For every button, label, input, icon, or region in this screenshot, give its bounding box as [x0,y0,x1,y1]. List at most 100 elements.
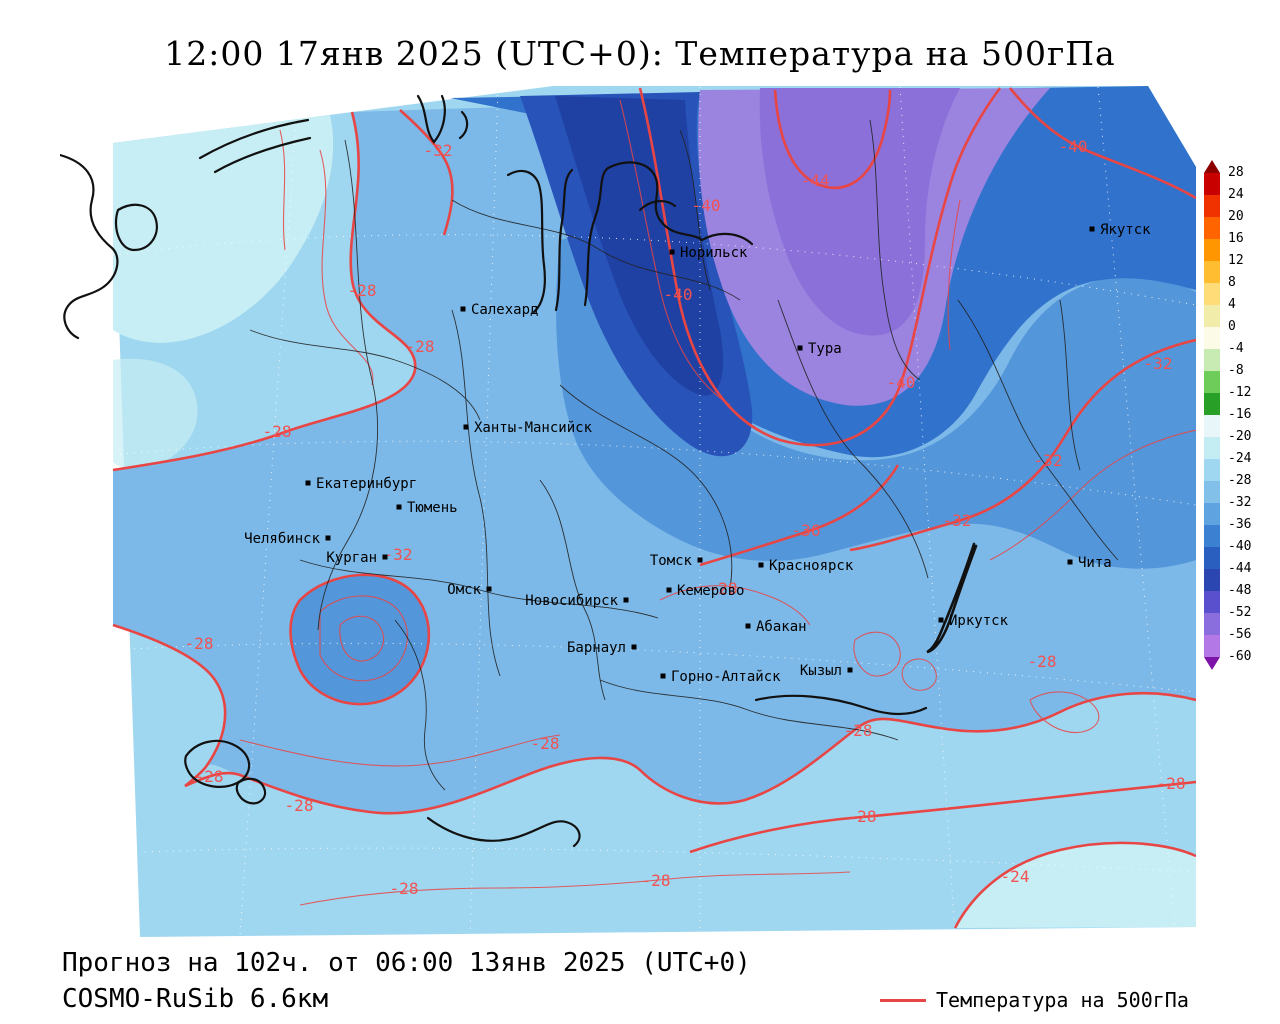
page-title: 12:00 17янв 2025 (UTC+0): Температура на… [164,34,1116,73]
forecast-info: Прогноз на 102ч. от 06:00 13янв 2025 (UT… [62,948,751,978]
contour-value-label: -28 [1028,652,1057,671]
colorbar-cell [1204,261,1220,283]
colorbar-value-label: -48 [1228,583,1252,598]
city-label: Салехард [471,302,538,318]
city-label: Тура [808,341,842,357]
city-label: Челябинск [244,531,320,547]
colorbar-cell [1204,591,1220,613]
city-marker [460,306,466,312]
city-marker [745,623,751,629]
city-marker [758,562,764,568]
city-marker [938,617,944,623]
contour-value-label: -32 [1144,354,1173,373]
city-label: Норильск [680,245,748,261]
colorbar-value-label: -56 [1228,627,1252,642]
contour-value-label: -40 [692,196,721,215]
temperature-fill-regions [113,86,1196,937]
colorbar-value-label: -32 [1228,495,1252,510]
colorbar-cell [1204,613,1220,635]
city-marker [1089,226,1095,232]
colorbar-cell [1204,371,1220,393]
contour-value-label: -24 [1001,867,1030,886]
colorbar-value-label: 0 [1228,319,1236,334]
contour-value-label: -32 [943,511,972,530]
colorbar-cell [1204,415,1220,437]
colorbar-cell [1204,437,1220,459]
colorbar-cell [1204,481,1220,503]
city-label: Горно-Алтайск [671,669,781,685]
legend-line-sample [880,998,926,1002]
city-marker [305,480,311,486]
colorbar-cell [1204,283,1220,305]
city-label: Барнаул [567,640,626,656]
city-marker [623,597,629,603]
city-label: Красноярск [769,558,854,574]
contour-value-label: -28 [406,337,435,356]
city-label: Кызыл [800,663,842,679]
colorbar-value-label: -40 [1228,539,1252,554]
city-label: Новосибирск [525,593,618,609]
city-label: Екатеринбург [316,476,417,492]
colorbar-value-label: -24 [1228,451,1252,466]
colorbar-cell [1204,217,1220,239]
colorbar-value-label: -8 [1228,363,1244,378]
city-marker [631,644,637,650]
colorbar-cell [1204,569,1220,591]
colorbar-cell [1204,635,1220,657]
city-label: Кемерово [677,583,744,599]
city-marker [463,424,469,430]
colorbar-value-label: 16 [1228,231,1244,246]
city-marker [486,586,492,592]
colorbar-cell [1204,195,1220,217]
city-marker [666,587,672,593]
region-borders [249,119,1119,791]
contour-value-label: -40 [887,373,916,392]
colorbar-cell [1204,547,1220,569]
city-label: Чита [1078,555,1112,571]
city-label: Томск [650,553,693,569]
colorbar-value-label: 12 [1228,253,1244,268]
city-marker [1067,559,1073,565]
colorbar-arrow-down [1204,657,1220,670]
colorbar-value-label: -60 [1228,649,1252,664]
colorbar-value-label: 8 [1228,275,1236,290]
colorbar-cell [1204,459,1220,481]
city-marker [697,557,703,563]
colorbar-cell [1204,173,1220,195]
city-layer: Салехард Норильск Тура Якутск Ханты-Мансийск… [244,222,1151,685]
contour-value-label: -32 [384,545,413,564]
colorbar-value-label: -16 [1228,407,1252,422]
colorbar-value-label: 20 [1228,209,1244,224]
legend-label: Температура на 500гПа [936,988,1189,1012]
contour-value-label: -28 [531,734,560,753]
colorbar-cell [1204,327,1220,349]
colorbar-cell [1204,393,1220,415]
colorbar-value-label: 28 [1228,165,1244,180]
city-marker [669,249,675,255]
contour-value-label: -28 [263,422,292,441]
colorbar-cell [1204,503,1220,525]
contour-value-label: -28 [285,796,314,815]
graticule-lines [112,86,1196,936]
city-label: Ханты-Мансийск [474,420,593,436]
coastlines [60,94,978,848]
city-marker [396,504,402,510]
map-legend: Температура на 500гПа [880,988,1189,1012]
contour-value-label: -28 [848,807,877,826]
city-marker [382,554,388,560]
city-label: Курган [326,550,377,566]
contour-value-label: -28 [195,767,224,786]
contour-value-label: -36 [792,521,821,540]
contour-value-label: -28 [642,871,671,890]
city-label: Якутск [1100,222,1151,238]
colorbar-value-label: -44 [1228,561,1252,576]
temperature-contours-thin [239,99,1196,906]
colorbar-cell [1204,349,1220,371]
colorbar-cell [1204,239,1220,261]
contour-value-label: -28 [348,281,377,300]
colorbar-value-label: -36 [1228,517,1252,532]
city-label: Абакан [756,619,807,635]
city-marker [660,673,666,679]
city-label: Омск [447,582,481,598]
